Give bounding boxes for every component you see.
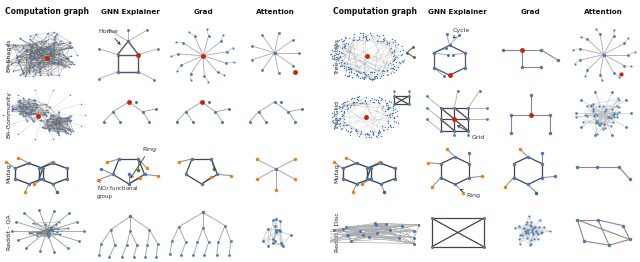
Text: Computation graph: Computation graph <box>333 7 417 16</box>
Text: Attention: Attention <box>584 9 623 15</box>
Text: Grad: Grad <box>521 9 541 15</box>
Text: GNN Explainer: GNN Explainer <box>100 9 159 15</box>
Text: House: House <box>99 29 120 44</box>
Text: NO$_2$ functional
group: NO$_2$ functional group <box>97 181 139 199</box>
Text: Mutag: Mutag <box>335 164 340 183</box>
Text: Attention: Attention <box>257 9 295 15</box>
Text: Grid: Grid <box>458 125 485 140</box>
Text: Tree-Cycles: Tree-Cycles <box>335 38 340 74</box>
Text: Computation graph: Computation graph <box>5 7 89 16</box>
Text: Reddit - QA: Reddit - QA <box>7 215 12 250</box>
Text: BA-Community: BA-Community <box>7 91 12 138</box>
Text: Grad: Grad <box>193 9 213 15</box>
Text: Tree-Grid: Tree-Grid <box>335 100 340 129</box>
Text: GNN Explainer: GNN Explainer <box>428 9 487 15</box>
Text: Cycle: Cycle <box>452 28 470 38</box>
Text: Ring: Ring <box>460 189 480 198</box>
Text: Ring: Ring <box>131 147 157 178</box>
Text: Mutag: Mutag <box>7 164 12 183</box>
Text: BA-Shapes: BA-Shapes <box>7 39 12 72</box>
Text: Reddit - Disc: Reddit - Disc <box>335 213 340 252</box>
